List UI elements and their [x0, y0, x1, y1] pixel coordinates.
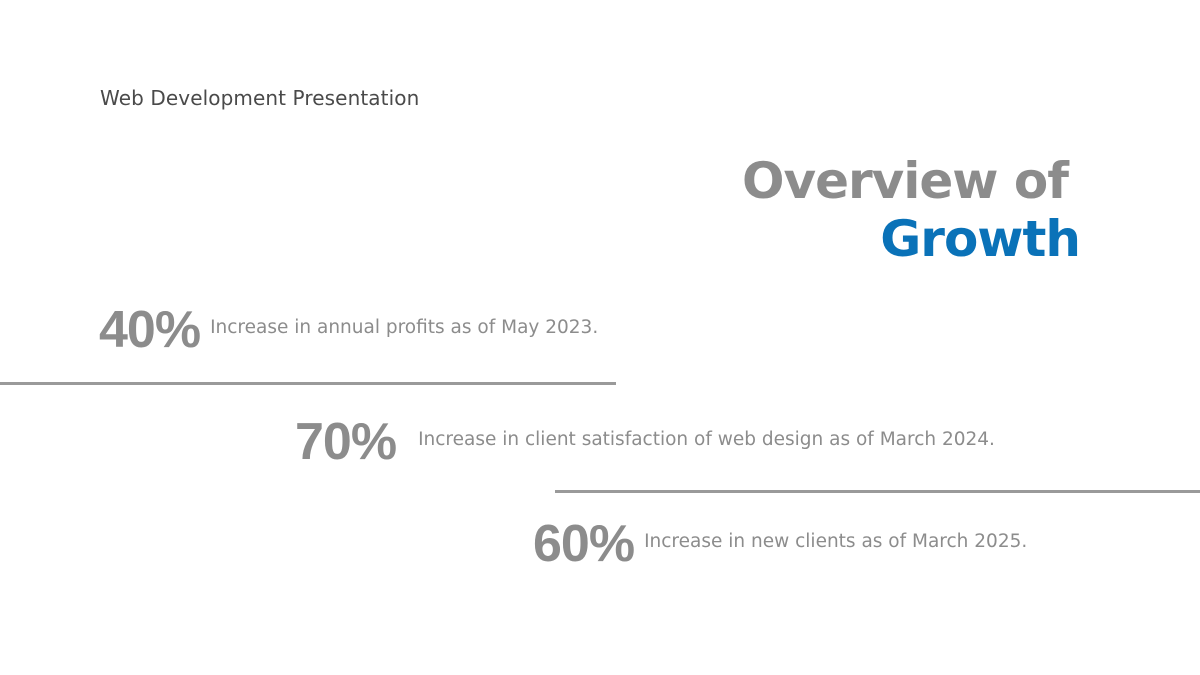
stat-value: 40% [99, 301, 201, 359]
stat-value: 70% [295, 413, 397, 471]
stat-description: Increase in annual profits as of May 202… [210, 316, 599, 338]
stat-client-satisfaction: 70% Increase in client satisfaction of w… [295, 412, 995, 472]
stat-description: Increase in client satisfaction of web d… [418, 428, 995, 450]
stat-annual-profits: 40% Increase in annual profits as of May… [99, 300, 598, 360]
stat-value: 60% [533, 515, 635, 573]
divider-line [0, 382, 616, 385]
title-line-overview: Overview of [741, 152, 1069, 210]
slide-title: Overview of Growth [741, 152, 1081, 268]
divider-line [555, 490, 1200, 493]
stat-description: Increase in new clients as of March 2025… [644, 530, 1028, 552]
title-line-growth: Growth [880, 210, 1081, 268]
stat-new-clients: 60% Increase in new clients as of March … [533, 514, 1027, 574]
presentation-subtitle: Web Development Presentation [100, 86, 420, 110]
